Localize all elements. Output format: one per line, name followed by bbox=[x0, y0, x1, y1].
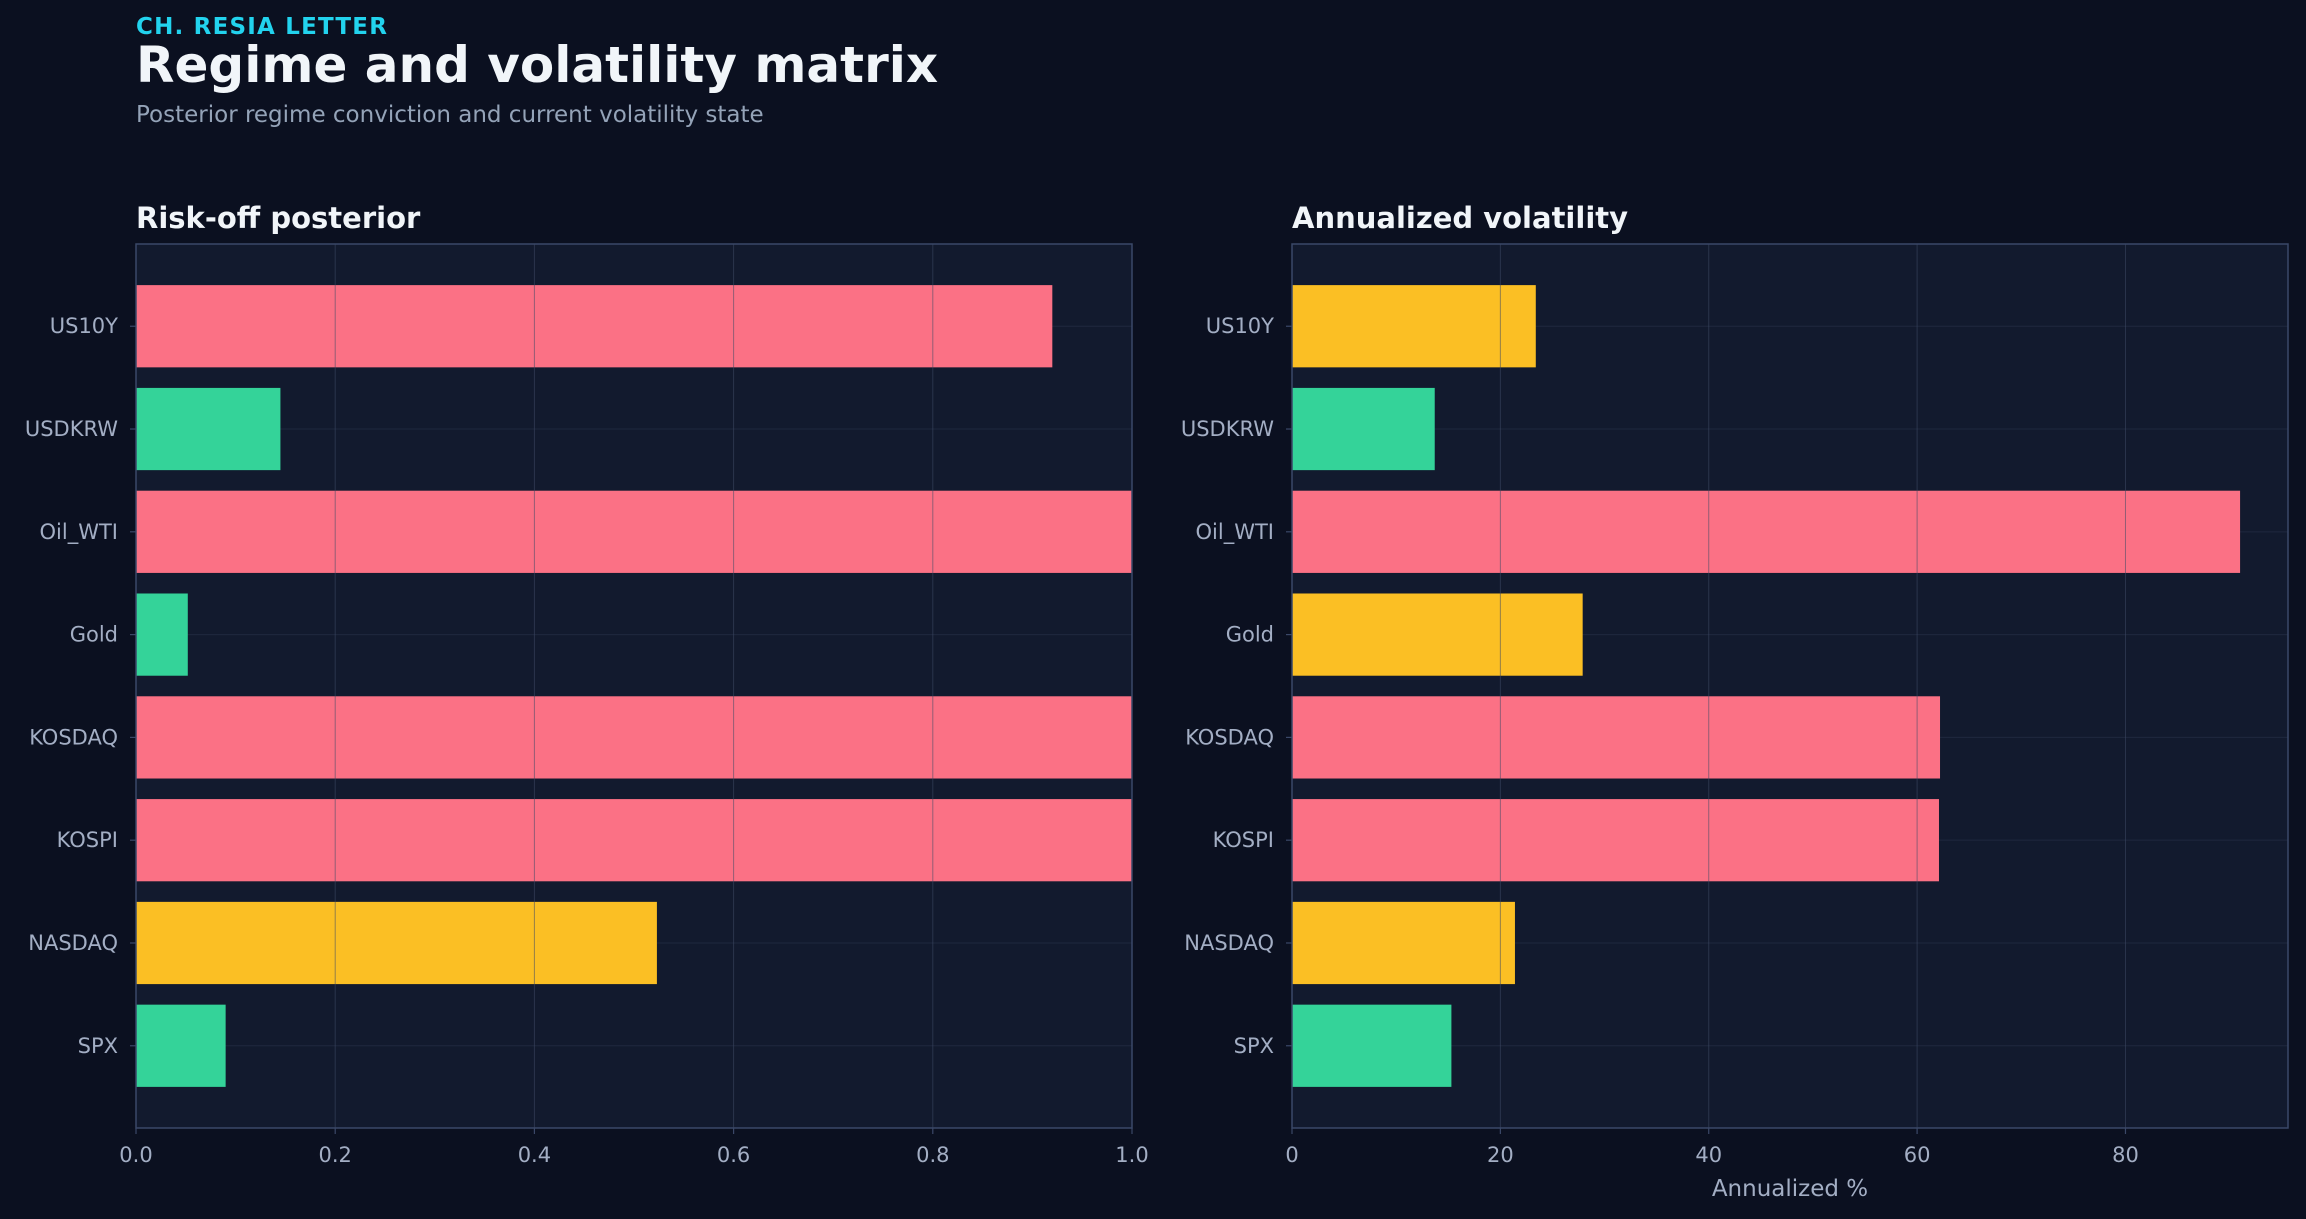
y-tick-label: KOSDAQ bbox=[1185, 725, 1274, 749]
bar-usdkrw bbox=[1292, 387, 1435, 471]
risk-off-posterior-chart: Risk-off posterior US10Y USDKRW Oil_WTI Gol… bbox=[25, 201, 1149, 1167]
x-tick-label: 0.8 bbox=[916, 1143, 949, 1167]
x-axis-label: Annualized % bbox=[1712, 1176, 1868, 1202]
y-tick-label: Gold bbox=[70, 623, 118, 647]
x-tick-label: 20 bbox=[1487, 1143, 1514, 1167]
bar-kosdaq bbox=[136, 696, 1132, 779]
bar-gold bbox=[136, 593, 188, 676]
page-title: Regime and volatility matrix bbox=[136, 36, 939, 94]
bar-spx bbox=[1292, 1004, 1452, 1087]
y-tick-label: US10Y bbox=[1206, 314, 1274, 338]
y-tick-label: NASDAQ bbox=[1184, 931, 1274, 955]
bar-kospi bbox=[136, 799, 1132, 882]
y-tick-label: USDKRW bbox=[1181, 417, 1274, 441]
y-tick-label: KOSPI bbox=[57, 828, 118, 852]
x-tick-label: 0.0 bbox=[119, 1143, 152, 1167]
chart-title: Risk-off posterior bbox=[136, 201, 421, 235]
eyebrow-label: CH. RESIA LETTER bbox=[136, 14, 389, 40]
x-tick-label: 0.2 bbox=[318, 1143, 351, 1167]
chart-title: Annualized volatility bbox=[1292, 201, 1628, 235]
y-tick-label: US10Y bbox=[50, 314, 118, 338]
y-tick-label: USDKRW bbox=[25, 417, 118, 441]
x-tick-label: 80 bbox=[2112, 1143, 2139, 1167]
y-tick-label: KOSPI bbox=[1213, 828, 1274, 852]
bar-kospi bbox=[1292, 799, 1939, 882]
bar-kosdaq bbox=[1292, 696, 1941, 779]
y-tick-label: SPX bbox=[1234, 1034, 1274, 1058]
bar-us10y bbox=[136, 285, 1053, 368]
y-tick-label: Oil_WTI bbox=[40, 520, 118, 545]
y-tick-label: KOSDAQ bbox=[29, 725, 118, 749]
annualized-volatility-chart: Annualized volatility Annualized % US10Y… bbox=[1181, 201, 2289, 1202]
x-tick-label: 0.4 bbox=[518, 1143, 551, 1167]
y-tick-label: Gold bbox=[1226, 623, 1274, 647]
plot-area bbox=[136, 244, 1132, 1128]
bar-usdkrw bbox=[136, 387, 281, 471]
x-tick-label: 0.6 bbox=[717, 1143, 750, 1167]
bar-nasdaq bbox=[136, 901, 657, 985]
x-tick-label: 60 bbox=[1904, 1143, 1931, 1167]
plot-border bbox=[135, 243, 1133, 1129]
bar-gold bbox=[1292, 593, 1583, 676]
y-tick-label: Oil_WTI bbox=[1196, 520, 1274, 545]
bar-spx bbox=[136, 1004, 226, 1087]
x-tick-label: 1.0 bbox=[1115, 1143, 1148, 1167]
bar-oil-wti bbox=[136, 490, 1132, 573]
page-subtitle: Posterior regime conviction and current … bbox=[136, 102, 764, 128]
bar-nasdaq bbox=[1292, 901, 1515, 985]
y-tick-label: SPX bbox=[78, 1034, 118, 1058]
bar-oil-wti bbox=[1292, 490, 2241, 573]
x-tick-label: 0 bbox=[1285, 1143, 1298, 1167]
y-tick-label: NASDAQ bbox=[28, 931, 118, 955]
plot-border bbox=[1291, 243, 2289, 1129]
bar-us10y bbox=[1292, 285, 1536, 368]
x-tick-label: 40 bbox=[1695, 1143, 1722, 1167]
plot-area bbox=[1292, 244, 2288, 1128]
